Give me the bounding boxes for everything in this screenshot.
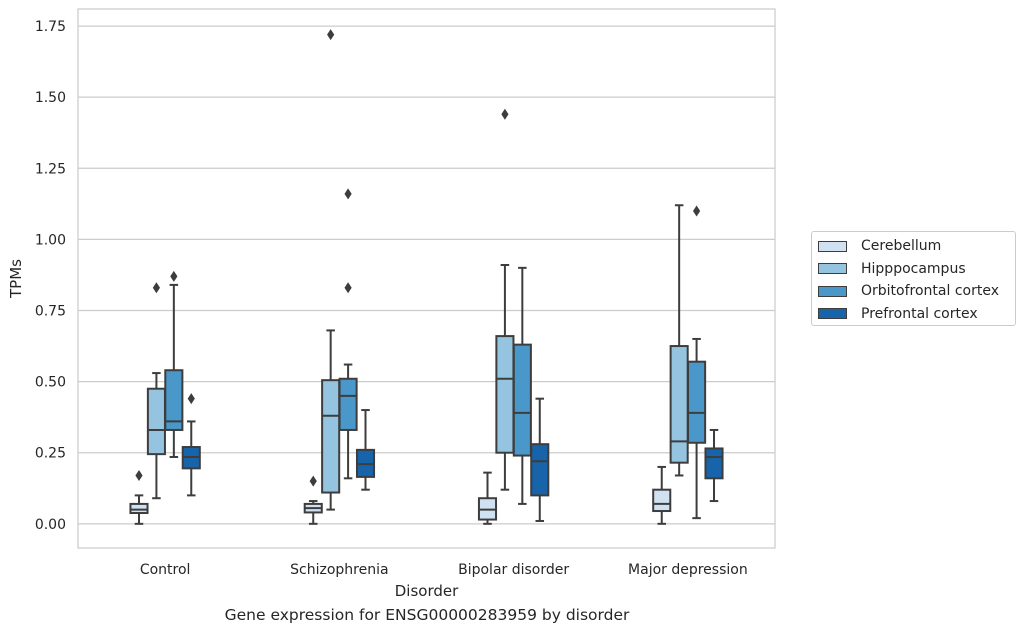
box-cerebellum xyxy=(652,465,672,525)
box-prefrontal-cortex xyxy=(181,393,201,497)
figure-caption: Gene expression for ENSG00000283959 by d… xyxy=(224,606,630,624)
y-tick-label: 0.75 xyxy=(35,303,66,319)
box-iqr xyxy=(687,360,707,444)
x-tick-labels: Control Schizophrenia Bipolar disorder Majo… xyxy=(140,562,748,578)
y-tick-label: 0.00 xyxy=(35,517,66,533)
outlier-point xyxy=(170,270,178,282)
outlier-point xyxy=(135,469,143,481)
x-axis-title: Disorder xyxy=(395,582,459,600)
legend-item: Cerebellum xyxy=(818,235,1015,258)
plot-area-frame xyxy=(77,8,776,549)
legend-swatch xyxy=(818,263,847,275)
outlier-point xyxy=(187,393,195,405)
outlier-point xyxy=(309,475,317,487)
legend-item: Orbitofrontal cortex xyxy=(818,280,1015,303)
box-iqr xyxy=(321,379,341,494)
box-iqr xyxy=(495,335,515,454)
box-prefrontal-cortex xyxy=(355,409,376,491)
box-iqr xyxy=(669,345,689,464)
legend-item: Hipppocampus xyxy=(818,258,1015,281)
box-iqr xyxy=(530,443,550,497)
legend-swatch xyxy=(818,285,847,297)
y-tick-label: 1.75 xyxy=(35,19,66,35)
x-tick-label: Schizophrenia xyxy=(290,562,388,578)
box-iqr xyxy=(164,369,184,431)
box-prefrontal-cortex xyxy=(530,397,550,522)
y-axis-title: TPMs xyxy=(7,259,25,299)
box-hipppocampus xyxy=(321,29,341,511)
box-iqr xyxy=(512,343,532,457)
y-tick-label: 1.25 xyxy=(35,161,66,177)
legend-label: Prefrontal cortex xyxy=(861,305,978,322)
boxes xyxy=(129,29,724,525)
box-hipppocampus xyxy=(669,204,689,477)
y-tick-label: 0.50 xyxy=(35,375,66,391)
box-cerebellum xyxy=(477,471,498,525)
x-tick-label: Control xyxy=(140,562,191,578)
outlier-point xyxy=(692,205,701,217)
legend-item: Prefrontal cortex xyxy=(818,303,1015,326)
legend-label: Orbitofrontal cortex xyxy=(861,283,999,300)
box-prefrontal-cortex xyxy=(704,428,724,503)
x-tick-label: Major depression xyxy=(628,562,748,578)
box-hipppocampus xyxy=(146,282,166,500)
legend-label: Cerebellum xyxy=(861,238,942,255)
box-orbitofrontal-cortex xyxy=(164,270,184,458)
legend-swatch xyxy=(818,240,847,252)
box-orbitofrontal-cortex xyxy=(338,188,358,480)
box-hipppocampus xyxy=(495,108,515,491)
box-iqr xyxy=(652,488,672,513)
outlier-point xyxy=(152,282,161,294)
box-orbitofrontal-cortex xyxy=(687,205,707,520)
y-tick-label: 1.00 xyxy=(35,232,66,248)
outlier-point xyxy=(344,282,352,294)
box-iqr xyxy=(338,377,358,431)
outlier-point xyxy=(501,108,509,120)
legend-swatch xyxy=(818,308,847,320)
y-tick-labels: 0.00 0.25 0.50 0.75 1.00 1.25 1.50 1.75 xyxy=(35,19,66,533)
legend: Cerebellum Hipppocampus Orbitofrontal cort… xyxy=(811,231,1016,326)
box-orbitofrontal-cortex xyxy=(512,266,532,505)
box-iqr xyxy=(704,447,724,480)
outlier-point xyxy=(327,29,335,41)
box-cerebellum xyxy=(303,475,323,525)
y-tick-label: 0.25 xyxy=(35,446,66,462)
legend-label: Hipppocampus xyxy=(861,260,966,277)
x-tick-label: Bipolar disorder xyxy=(458,562,569,578)
y-tick-label: 1.50 xyxy=(35,90,66,106)
box-cerebellum xyxy=(129,469,149,525)
outlier-point xyxy=(344,188,352,200)
box-iqr xyxy=(146,387,166,456)
box-iqr xyxy=(129,502,149,515)
